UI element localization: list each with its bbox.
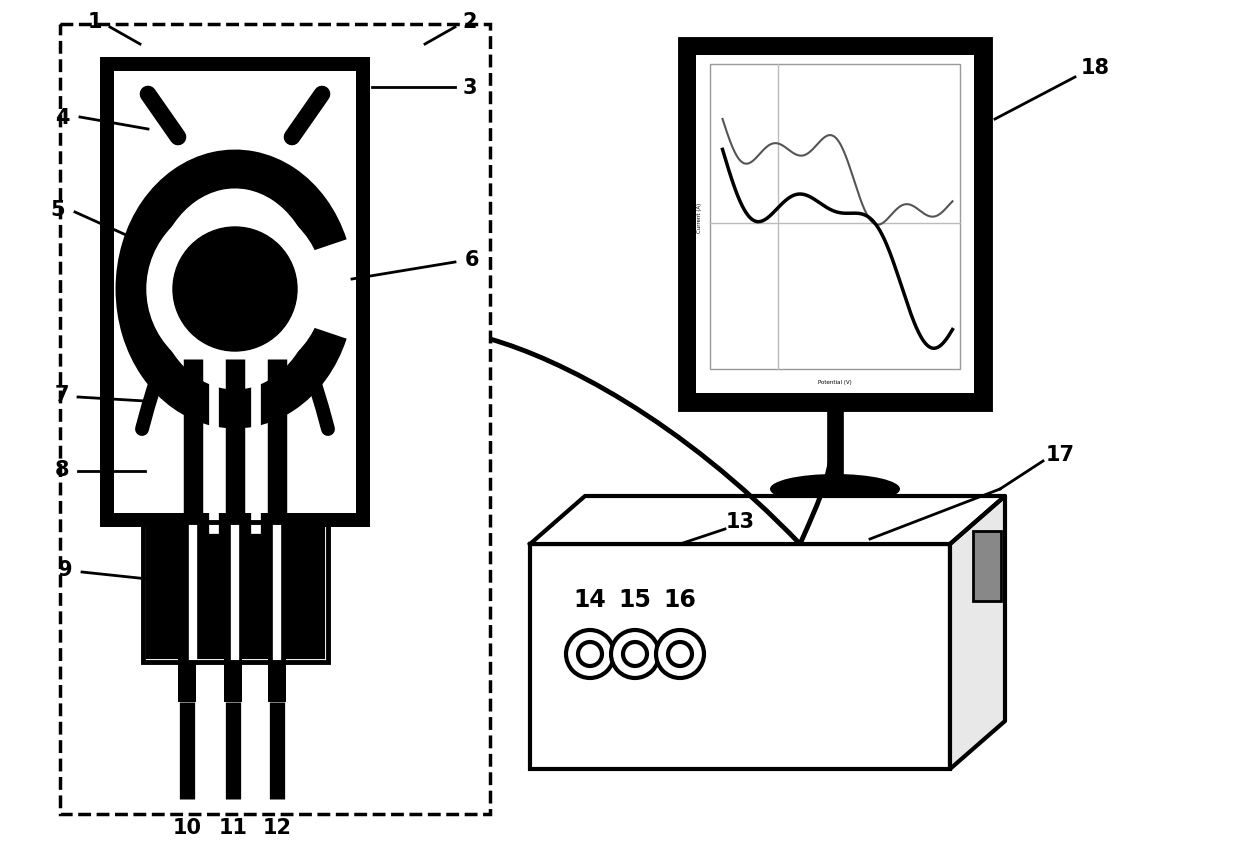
Text: 6: 6 [465, 250, 479, 270]
Text: 4: 4 [55, 108, 69, 128]
Text: 11: 11 [218, 817, 248, 837]
Text: 7: 7 [55, 384, 69, 405]
Bar [711, 65, 960, 370]
Bar [114, 72, 356, 514]
Bar [143, 522, 329, 662]
Ellipse shape [770, 475, 900, 504]
Text: 9: 9 [58, 560, 72, 579]
Bar [148, 527, 322, 657]
Text: Current (A): Current (A) [697, 202, 702, 233]
Circle shape [565, 630, 614, 678]
Text: 1: 1 [88, 12, 102, 32]
Text: 12: 12 [263, 817, 291, 837]
Text: 13: 13 [725, 511, 754, 532]
Text: 2: 2 [463, 12, 477, 32]
Text: 10: 10 [172, 817, 202, 837]
Bar [224, 657, 242, 702]
Bar [60, 25, 490, 814]
Text: 15: 15 [619, 587, 651, 611]
Bar [973, 532, 1001, 602]
Text: Potential (V): Potential (V) [818, 379, 852, 384]
Polygon shape [529, 497, 1004, 544]
Text: 18: 18 [1080, 58, 1110, 78]
Circle shape [656, 630, 704, 678]
Text: 5: 5 [51, 199, 66, 220]
Text: 14: 14 [574, 587, 606, 611]
Circle shape [622, 642, 647, 666]
Bar [179, 657, 196, 702]
Circle shape [148, 202, 322, 377]
Circle shape [668, 642, 692, 666]
Text: 8: 8 [55, 459, 69, 480]
Text: 17: 17 [1045, 445, 1075, 464]
Bar [529, 544, 950, 769]
Text: 16: 16 [663, 587, 697, 611]
Bar [100, 58, 370, 527]
Bar [696, 56, 973, 394]
Circle shape [578, 642, 601, 666]
Text: 3: 3 [463, 78, 477, 98]
Circle shape [611, 630, 658, 678]
Circle shape [174, 227, 298, 352]
Bar [268, 657, 286, 702]
Polygon shape [950, 497, 1004, 769]
Bar [680, 40, 990, 410]
